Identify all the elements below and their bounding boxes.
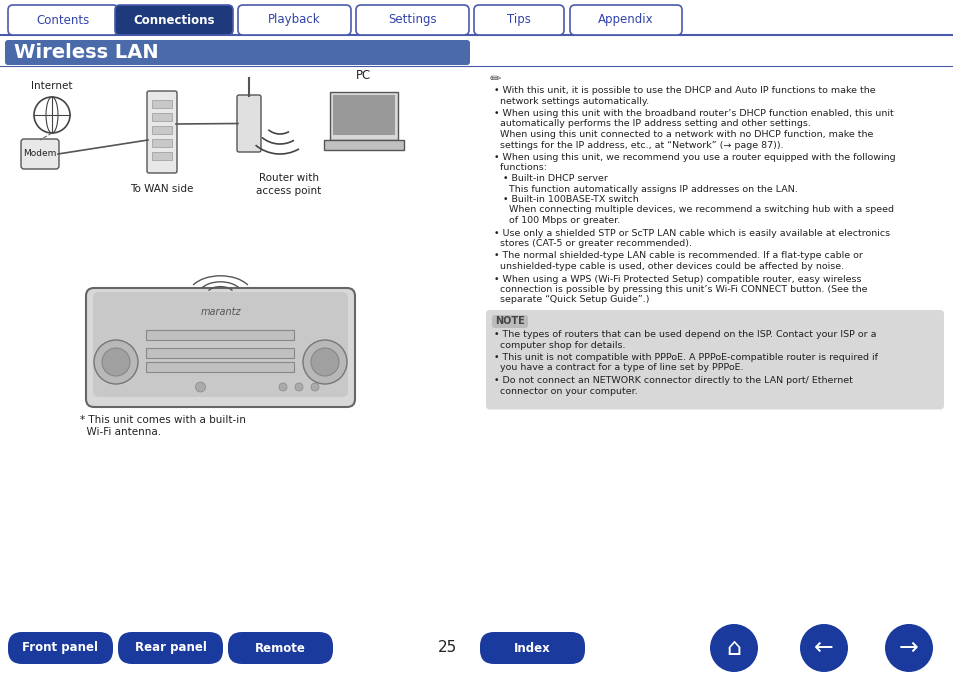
FancyBboxPatch shape [115, 5, 233, 35]
Text: connector on your computer.: connector on your computer. [494, 386, 638, 396]
FancyBboxPatch shape [146, 362, 294, 372]
Circle shape [294, 383, 303, 391]
Text: • When using this unit, we recommend you use a router equipped with the followin: • When using this unit, we recommend you… [494, 153, 895, 162]
Text: connection is possible by pressing this unit’s Wi-Fi CONNECT button. (See the: connection is possible by pressing this … [494, 285, 866, 294]
Text: separate “Quick Setup Guide”.): separate “Quick Setup Guide”.) [494, 295, 649, 304]
Text: Front panel: Front panel [23, 641, 98, 655]
Text: settings for the IP address, etc., at “Network” (→ page 87)).: settings for the IP address, etc., at “N… [494, 141, 782, 149]
Text: • Built-in DHCP server: • Built-in DHCP server [494, 174, 607, 183]
Text: When using this unit connected to a network with no DHCP function, make the: When using this unit connected to a netw… [494, 130, 872, 139]
FancyBboxPatch shape [152, 126, 172, 134]
Text: * This unit comes with a built-in: * This unit comes with a built-in [80, 415, 246, 425]
Text: Wireless LAN: Wireless LAN [14, 43, 158, 62]
FancyBboxPatch shape [8, 5, 118, 35]
FancyBboxPatch shape [228, 632, 333, 664]
Text: you have a contract for a type of line set by PPPoE.: you have a contract for a type of line s… [494, 363, 742, 372]
FancyBboxPatch shape [569, 5, 681, 35]
Text: Contents: Contents [36, 13, 90, 26]
FancyBboxPatch shape [236, 95, 261, 152]
FancyBboxPatch shape [152, 139, 172, 147]
FancyBboxPatch shape [492, 315, 527, 328]
Text: ←: ← [813, 636, 833, 660]
Text: Internet: Internet [31, 81, 72, 91]
Text: Settings: Settings [388, 13, 436, 26]
Text: Router with
access point: Router with access point [256, 173, 321, 197]
Text: Modem: Modem [23, 149, 56, 159]
Text: This function automatically assigns IP addresses on the LAN.: This function automatically assigns IP a… [494, 184, 797, 194]
Text: To WAN side: To WAN side [131, 184, 193, 194]
Text: • With this unit, it is possible to use the DHCP and Auto IP functions to make t: • With this unit, it is possible to use … [494, 86, 875, 95]
FancyBboxPatch shape [237, 5, 351, 35]
Text: Remote: Remote [254, 641, 306, 655]
Text: marantz: marantz [200, 307, 240, 317]
Text: When connecting multiple devices, we recommend a switching hub with a speed: When connecting multiple devices, we rec… [494, 205, 893, 215]
Circle shape [102, 348, 130, 376]
Circle shape [94, 340, 138, 384]
Text: NOTE: NOTE [495, 316, 524, 326]
FancyBboxPatch shape [92, 292, 348, 397]
FancyBboxPatch shape [86, 288, 355, 407]
Circle shape [303, 340, 347, 384]
Circle shape [884, 624, 932, 672]
FancyBboxPatch shape [8, 632, 112, 664]
FancyBboxPatch shape [152, 113, 172, 121]
Text: Index: Index [514, 641, 550, 655]
Text: network settings automatically.: network settings automatically. [494, 96, 648, 106]
Text: • The normal shielded-type LAN cable is recommended. If a flat-type cable or: • The normal shielded-type LAN cable is … [494, 252, 862, 260]
Circle shape [311, 348, 338, 376]
FancyBboxPatch shape [479, 632, 584, 664]
Text: Tips: Tips [507, 13, 531, 26]
FancyBboxPatch shape [474, 5, 563, 35]
Text: 25: 25 [438, 641, 457, 656]
Text: Rear panel: Rear panel [134, 641, 206, 655]
FancyBboxPatch shape [152, 152, 172, 160]
Text: • The types of routers that can be used depend on the ISP. Contact your ISP or a: • The types of routers that can be used … [494, 330, 876, 339]
Circle shape [195, 382, 205, 392]
Circle shape [709, 624, 758, 672]
FancyBboxPatch shape [324, 140, 403, 150]
FancyBboxPatch shape [485, 310, 943, 409]
Text: • Do not connect an NETWORK connector directly to the LAN port/ Ethernet: • Do not connect an NETWORK connector di… [494, 376, 852, 385]
FancyBboxPatch shape [118, 632, 223, 664]
Text: • When using a WPS (Wi-Fi Protected Setup) compatible router, easy wireless: • When using a WPS (Wi-Fi Protected Setu… [494, 275, 861, 283]
Text: • When using this unit with the broadband router’s DHCP function enabled, this u: • When using this unit with the broadban… [494, 109, 893, 118]
FancyBboxPatch shape [146, 348, 294, 358]
Text: • Use only a shielded STP or ScTP LAN cable which is easily available at electro: • Use only a shielded STP or ScTP LAN ca… [494, 229, 889, 238]
Text: ✏: ✏ [490, 72, 501, 86]
Text: Playback: Playback [268, 13, 320, 26]
Text: unshielded-type cable is used, other devices could be affected by noise.: unshielded-type cable is used, other dev… [494, 262, 843, 271]
Text: →: → [898, 636, 918, 660]
Text: automatically performs the IP address setting and other settings.: automatically performs the IP address se… [494, 120, 810, 129]
Circle shape [278, 383, 287, 391]
FancyBboxPatch shape [333, 95, 395, 135]
Text: Appendix: Appendix [598, 13, 653, 26]
Text: • This unit is not compatible with PPPoE. A PPPoE-compatible router is required : • This unit is not compatible with PPPoE… [494, 353, 877, 362]
Circle shape [800, 624, 847, 672]
FancyBboxPatch shape [5, 40, 470, 65]
FancyBboxPatch shape [330, 92, 397, 140]
Text: functions:: functions: [494, 164, 546, 172]
Text: of 100 Mbps or greater.: of 100 Mbps or greater. [494, 216, 619, 225]
Text: ⌂: ⌂ [726, 636, 740, 660]
Text: stores (CAT-5 or greater recommended).: stores (CAT-5 or greater recommended). [494, 239, 691, 248]
Text: PC: PC [356, 69, 372, 82]
Text: Wi-Fi antenna.: Wi-Fi antenna. [80, 427, 161, 437]
Text: • Built-in 100BASE-TX switch: • Built-in 100BASE-TX switch [494, 195, 639, 204]
FancyBboxPatch shape [152, 100, 172, 108]
FancyBboxPatch shape [355, 5, 469, 35]
FancyBboxPatch shape [146, 330, 294, 340]
Text: Connections: Connections [133, 13, 214, 26]
Circle shape [311, 383, 318, 391]
FancyBboxPatch shape [147, 91, 177, 173]
Text: computer shop for details.: computer shop for details. [494, 341, 625, 349]
FancyBboxPatch shape [21, 139, 59, 169]
